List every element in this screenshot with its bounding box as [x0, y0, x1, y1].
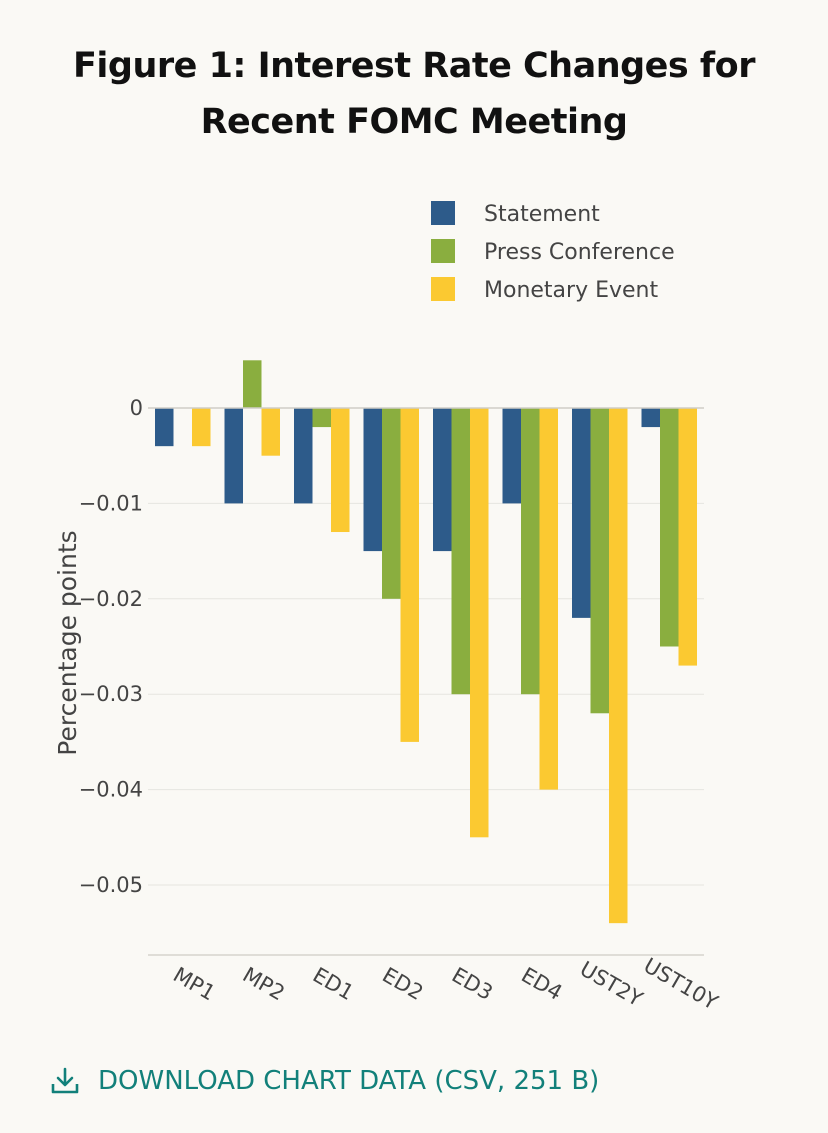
y-tick-label: −0.05: [79, 873, 143, 897]
x-tick-label: MP2: [239, 963, 289, 1006]
x-tick-label: MP1: [169, 963, 219, 1006]
chart-title: Figure 1: Interest Rate Changes for Rece…: [0, 38, 828, 150]
bar-monetary-event-ed4: [539, 408, 558, 790]
chart-title-line-1: Figure 1: Interest Rate Changes for: [73, 46, 755, 86]
bar-monetary-event-mp2: [261, 408, 280, 456]
x-tick-label: UST10Y: [640, 953, 722, 1014]
bar-press-conference-ed2: [382, 408, 401, 599]
bar-statement-ed1: [294, 408, 313, 504]
bar-chart: 0 −0.01 −0.02 −0.03 −0.04 −0.05 MP1 MP2 ED1 ED2 ED…: [53, 201, 722, 1015]
bar-monetary-event-ed2: [400, 408, 419, 742]
y-tick-label: −0.01: [79, 491, 143, 515]
bar-monetary-event-ed1: [331, 408, 350, 533]
y-tick-label: −0.04: [79, 778, 143, 802]
bar-press-conference-ust2y: [590, 408, 609, 714]
bar-press-conference-ed4: [521, 408, 540, 695]
bar-statement-ed2: [363, 408, 382, 552]
y-tick-label: −0.02: [79, 587, 143, 611]
x-tick-label: ED3: [448, 963, 497, 1005]
bar-monetary-event-mp1: [192, 408, 211, 447]
y-tick-label: 0: [130, 396, 143, 420]
bar-statement-ust10y: [641, 408, 660, 428]
chart-title-line-2: Recent FOMC Meeting: [200, 102, 628, 142]
bar-statement-mp2: [224, 408, 243, 504]
download-icon: [51, 1067, 79, 1094]
y-tick-label: −0.03: [79, 682, 143, 706]
bar-statement-ed4: [502, 408, 521, 504]
bar-monetary-event-ed3: [470, 408, 489, 838]
bar-press-conference-ed1: [312, 408, 331, 428]
legend-label: Monetary Event: [484, 278, 658, 303]
bar-monetary-event-ust10y: [678, 408, 697, 666]
download-chart-data-link[interactable]: DOWNLOAD CHART DATA (CSV, 251 B): [50, 1066, 599, 1096]
bar-statement-ust2y: [572, 408, 591, 618]
x-tick-label: ED2: [378, 963, 427, 1005]
bar-statement-mp1: [155, 408, 174, 447]
x-tick-label: ED4: [517, 963, 566, 1005]
y-axis-title: Percentage points: [53, 530, 82, 755]
bar-statement-ed3: [433, 408, 452, 552]
x-tick-label: UST2Y: [576, 957, 647, 1012]
bar-press-conference-ust10y: [660, 408, 679, 647]
bar-monetary-event-ust2y: [609, 408, 628, 924]
legend-label: Statement: [484, 202, 600, 227]
bar-press-conference-ed3: [451, 408, 470, 695]
legend-swatch-monetary-event: [431, 277, 455, 301]
legend-label: Press Conference: [484, 240, 675, 265]
legend-swatch-press-conference: [431, 239, 455, 263]
download-label: DOWNLOAD CHART DATA (CSV, 251 B): [98, 1066, 600, 1096]
bar-press-conference-mp2: [243, 360, 262, 408]
x-tick-label: ED1: [309, 963, 358, 1005]
legend-swatch-statement: [431, 201, 455, 225]
